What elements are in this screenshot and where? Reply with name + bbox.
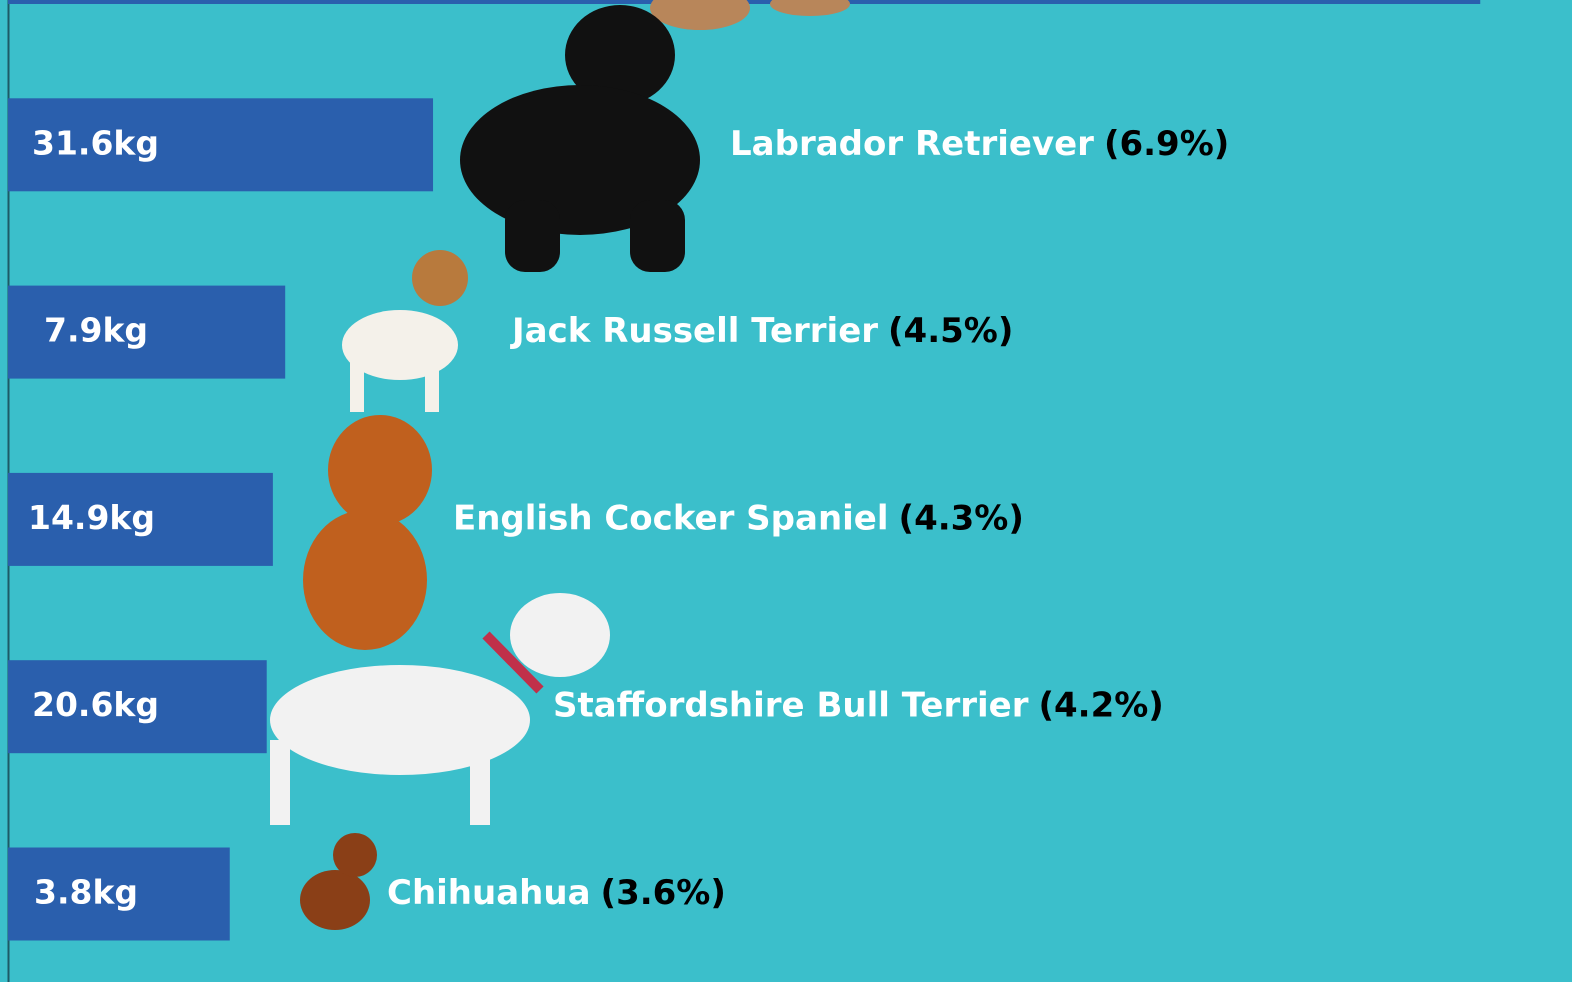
bar-label: Jack Russell Terrier (4.5%) bbox=[510, 311, 1013, 351]
value-label: (3.6%) bbox=[601, 873, 726, 913]
bar bbox=[8, 98, 434, 192]
bar bbox=[8, 285, 286, 379]
bar bbox=[8, 847, 230, 941]
dog-illustrations bbox=[270, 0, 850, 930]
weight-label: 7.9kg bbox=[44, 311, 148, 350]
weight-label: 14.9kg bbox=[28, 498, 155, 537]
bar-label: Labrador Retriever (6.9%) bbox=[730, 123, 1229, 163]
dog-image bbox=[342, 250, 468, 412]
category-label: Staffordshire Bull Terrier bbox=[553, 685, 1029, 725]
value-label: (6.9%) bbox=[1104, 123, 1229, 163]
dog-image bbox=[300, 833, 377, 930]
bar-label: English Cocker Spaniel (4.3%) bbox=[453, 498, 1024, 538]
bar bbox=[8, 472, 273, 566]
weight-label: 20.6kg bbox=[32, 685, 159, 724]
bar bbox=[8, 660, 267, 754]
value-label: (4.2%) bbox=[1038, 685, 1163, 725]
bar-label: Chihuahua (3.6%) bbox=[387, 873, 726, 913]
dog-image bbox=[770, 0, 850, 16]
bar-label: Staffordshire Bull Terrier (4.2%) bbox=[553, 685, 1164, 725]
weight-label: 31.6kg bbox=[32, 123, 159, 162]
value-label: (4.3%) bbox=[899, 498, 1024, 538]
category-label: Labrador Retriever bbox=[730, 123, 1094, 163]
dog-image bbox=[460, 5, 700, 272]
dog-image bbox=[650, 0, 750, 30]
dog-image bbox=[303, 415, 432, 650]
category-label: English Cocker Spaniel bbox=[453, 498, 889, 538]
category-label: Jack Russell Terrier bbox=[510, 311, 878, 351]
value-label: (4.5%) bbox=[888, 311, 1013, 351]
category-label: Chihuahua bbox=[387, 873, 591, 913]
dog-image bbox=[270, 593, 610, 825]
weight-label: 3.8kg bbox=[34, 873, 138, 912]
